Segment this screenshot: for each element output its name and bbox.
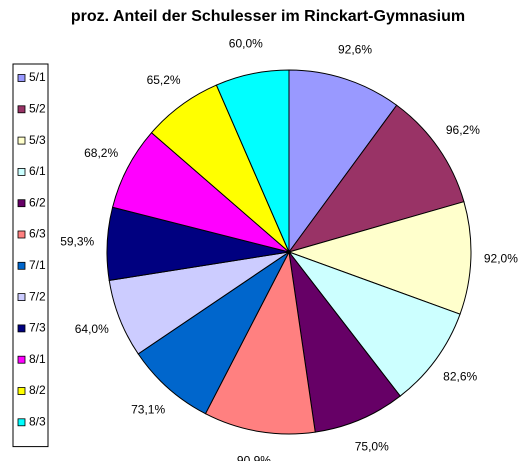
pie-slice xyxy=(287,201,472,315)
legend-swatch xyxy=(17,324,26,333)
legend-label: 6/3 xyxy=(29,227,46,241)
pie-slice xyxy=(204,250,316,435)
legend-label: 6/2 xyxy=(29,195,46,209)
data-label: 90,9% xyxy=(237,453,271,461)
data-label: 92,6% xyxy=(338,43,372,57)
data-label: 75,0% xyxy=(355,439,389,453)
data-label: 73,1% xyxy=(131,403,165,417)
chart-title: proz. Anteil der Schulesser im Rinckart-… xyxy=(71,8,465,25)
legend-label: 7/2 xyxy=(29,289,46,303)
legend-label: 7/1 xyxy=(29,258,46,272)
legend-swatch xyxy=(17,167,26,176)
legend-swatch xyxy=(17,230,26,239)
pie-slice xyxy=(215,69,290,253)
legend-swatch xyxy=(17,387,26,395)
legend-label: 5/2 xyxy=(29,101,46,115)
legend-swatch xyxy=(17,199,26,208)
legend-label: 8/3 xyxy=(29,414,46,428)
legend-label: 8/2 xyxy=(29,383,46,397)
data-label: 82,6% xyxy=(443,369,477,383)
legend-swatch xyxy=(17,105,26,114)
legend-swatch xyxy=(17,418,26,427)
pie-slice xyxy=(287,250,461,397)
pie-slice xyxy=(288,69,398,254)
data-label: 96,2% xyxy=(446,123,480,137)
legend-label: 7/3 xyxy=(29,321,46,335)
legend-swatch xyxy=(17,136,26,145)
legend-box xyxy=(12,63,49,448)
legend-label: 6/1 xyxy=(29,164,46,178)
data-label: 68,2% xyxy=(84,146,118,160)
data-label: 59,3% xyxy=(60,234,94,248)
pie-slice xyxy=(137,251,290,415)
data-label: 60,0% xyxy=(229,37,263,51)
legend-swatch xyxy=(17,355,26,364)
pie-slice xyxy=(288,250,401,433)
legend-swatch xyxy=(17,74,26,82)
data-label: 65,2% xyxy=(147,73,181,87)
data-label: 64,0% xyxy=(75,322,109,336)
legend-label: 8/1 xyxy=(29,352,46,366)
legend-label: 5/3 xyxy=(29,133,46,147)
legend-swatch xyxy=(17,293,26,302)
legend-swatch xyxy=(17,261,26,270)
data-label: 92,0% xyxy=(484,251,518,265)
pie-slice xyxy=(287,104,465,253)
legend-label: 5/1 xyxy=(29,70,46,84)
